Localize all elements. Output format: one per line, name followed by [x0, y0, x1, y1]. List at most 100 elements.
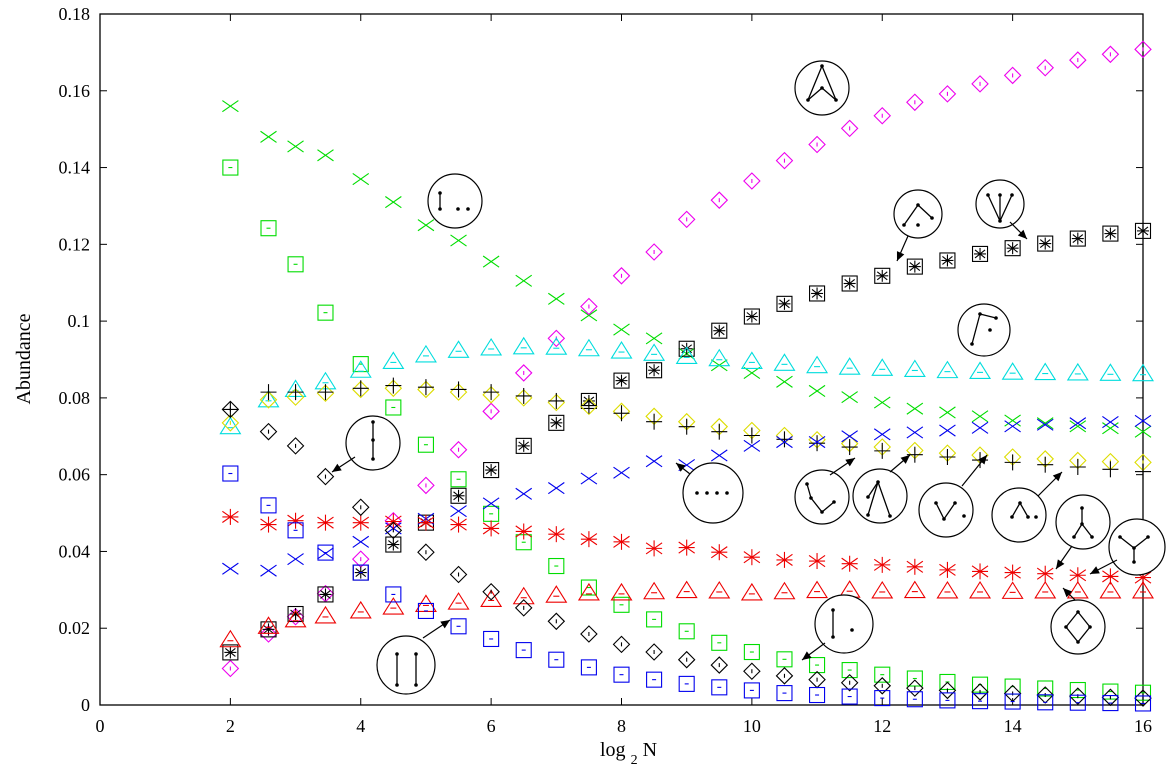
data-point	[515, 274, 533, 287]
motif-icon	[801, 594, 874, 661]
data-point	[678, 340, 695, 357]
data-point	[483, 384, 500, 401]
data-point	[259, 422, 278, 441]
data-point	[545, 337, 568, 355]
data-point	[1101, 45, 1120, 64]
data-point	[743, 643, 760, 661]
data-point	[1004, 240, 1021, 257]
y-axis-title: Abundance	[13, 313, 35, 404]
data-point	[512, 336, 535, 355]
motif-icon	[957, 303, 1011, 357]
data-point	[548, 651, 565, 668]
data-point	[417, 379, 434, 396]
x-tick-label: 6	[487, 716, 496, 736]
data-point	[806, 355, 829, 374]
data-point	[776, 431, 793, 448]
data-point	[580, 309, 598, 322]
data-point	[580, 579, 597, 596]
data-point	[610, 582, 633, 601]
data-point	[808, 670, 826, 689]
data-point	[808, 384, 826, 398]
data-point	[547, 482, 565, 495]
data-point	[417, 543, 435, 561]
data-point	[482, 497, 500, 510]
data-point	[776, 435, 793, 449]
data-point	[1102, 461, 1119, 478]
data-point	[287, 140, 304, 153]
data-point	[808, 435, 826, 449]
data-point	[417, 514, 435, 531]
data-point	[1069, 567, 1087, 584]
motif-icon	[975, 179, 1028, 240]
data-point	[809, 657, 826, 674]
data-point	[808, 135, 826, 154]
y-tick-label: 0.14	[59, 158, 91, 178]
data-point	[906, 670, 923, 687]
data-point	[515, 487, 533, 500]
data-point	[677, 210, 696, 229]
y-tick-label: 0.16	[59, 81, 91, 101]
data-point	[939, 692, 956, 709]
data-point	[743, 366, 761, 379]
data-point	[417, 602, 434, 619]
data-point	[643, 581, 666, 600]
data-point	[776, 651, 793, 668]
data-point	[1004, 693, 1021, 710]
data-point	[577, 582, 600, 601]
data-point	[483, 505, 500, 522]
data-point	[1069, 458, 1086, 475]
data-point	[260, 130, 277, 143]
data-point	[515, 642, 532, 659]
motif-icon	[1089, 518, 1166, 576]
data-point	[545, 585, 568, 603]
data-point	[939, 449, 956, 466]
data-point	[1066, 580, 1089, 599]
data-point	[385, 513, 402, 530]
data-point	[1001, 581, 1024, 599]
data-point	[776, 375, 793, 388]
data-point	[841, 662, 858, 679]
data-point	[874, 666, 891, 683]
data-point	[548, 414, 565, 431]
motif-icon	[794, 457, 856, 525]
data-point	[352, 564, 369, 581]
data-point	[417, 436, 434, 453]
data-point	[450, 618, 467, 635]
data-point	[874, 267, 891, 284]
data-point	[613, 466, 630, 479]
data-point	[314, 605, 337, 624]
data-point	[873, 677, 892, 695]
x-tick-label: 0	[96, 716, 105, 736]
x-axis-title-main: log	[600, 739, 626, 761]
data-point	[740, 582, 763, 601]
data-point	[547, 526, 565, 543]
data-point	[317, 304, 334, 321]
data-point	[222, 159, 239, 176]
data-point	[317, 547, 334, 560]
data-point	[382, 351, 405, 369]
data-point	[1001, 362, 1024, 380]
data-point	[384, 521, 403, 540]
data-point	[711, 634, 728, 651]
data-point	[1069, 230, 1086, 247]
data-point	[711, 679, 728, 696]
motif-icon	[852, 454, 911, 524]
y-tick-label: 0.04	[59, 541, 91, 561]
data-point	[317, 586, 334, 603]
data-point	[260, 564, 277, 577]
data-point	[1132, 363, 1154, 382]
y-tick-label: 0	[81, 695, 90, 715]
data-point	[1099, 580, 1122, 599]
data-point	[939, 406, 956, 419]
data-point	[317, 544, 334, 561]
data-point	[449, 440, 468, 459]
data-point	[221, 414, 240, 432]
data-point	[352, 380, 369, 397]
data-point	[708, 348, 731, 367]
data-point	[938, 85, 957, 103]
data-point	[776, 551, 793, 568]
motif-icon	[427, 173, 483, 229]
data-point	[414, 344, 437, 363]
data-point	[287, 512, 304, 529]
